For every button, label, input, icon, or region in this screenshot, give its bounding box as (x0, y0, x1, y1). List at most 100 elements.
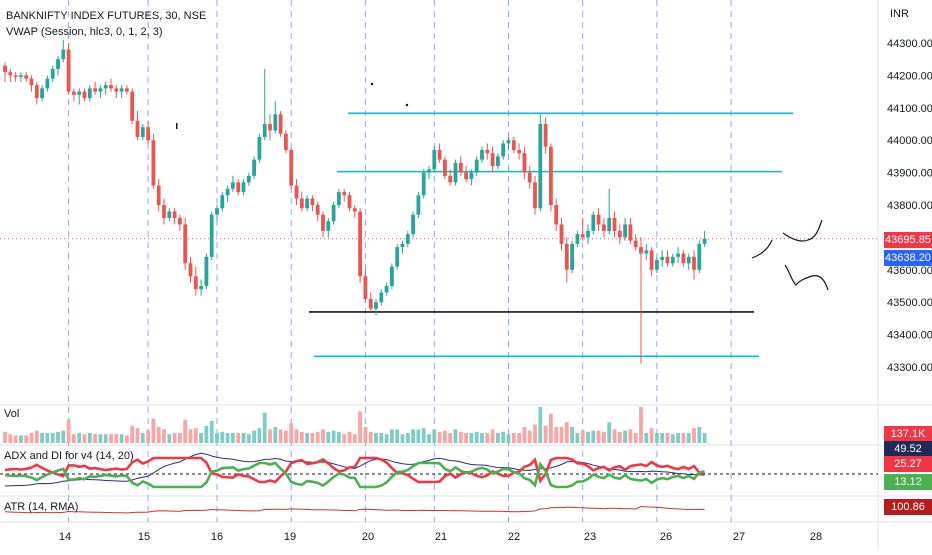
volume-bar (289, 423, 294, 443)
candle-body (278, 114, 283, 134)
volume-bar (347, 431, 352, 443)
volume-bar (236, 433, 241, 443)
volume-bar (130, 425, 135, 443)
candle-body (437, 149, 442, 160)
adx-pane-title[interactable]: ADX and DI for v4 (14, 20) (4, 450, 134, 462)
vwap-price-badge: 43638.20 (884, 250, 932, 266)
time-tick-28: 28 (810, 531, 822, 543)
candle-body (390, 266, 394, 286)
price-axis-labels[interactable]: 44300.00 44200.00 44100.00 44000.00 43900.00… (887, 38, 932, 374)
atr-pane-title[interactable]: ATR (14, RMA) (4, 501, 79, 513)
price-tick: 44100.00 (887, 103, 932, 115)
price-tick: 43400.00 (887, 330, 932, 342)
price-tick: 44200.00 (887, 70, 932, 82)
volume-bar (411, 429, 415, 443)
candle-body (469, 172, 474, 180)
candle-body (199, 286, 203, 290)
volume-bar (162, 429, 166, 443)
volume-bar (384, 434, 389, 443)
volume-bar (623, 430, 627, 443)
candle-body (284, 133, 288, 150)
volume-bar (61, 430, 66, 443)
time-axis-labels[interactable]: 14 15 16 19 20 21 22 23 26 27 28 (59, 531, 822, 543)
time-tick-22: 22 (508, 531, 520, 543)
candle-body (342, 192, 347, 196)
di-minus-line (4, 456, 705, 484)
candle-body (56, 59, 60, 69)
volume-bar (538, 407, 543, 443)
volume-bar (692, 428, 696, 443)
candle-body (416, 195, 421, 215)
volume-bar (114, 434, 119, 443)
candle-body (310, 198, 315, 205)
volume-pane-title[interactable]: Vol (4, 408, 20, 420)
candle-body (697, 243, 702, 270)
candle-body (644, 250, 649, 254)
candle-body (702, 238, 707, 244)
volume-bar (607, 422, 612, 443)
candle-body (633, 240, 638, 248)
volume-bar (697, 427, 702, 443)
candle-body (103, 85, 108, 89)
volume-bar (522, 427, 527, 443)
symbol-title[interactable]: BANKNIFTY INDEX FUTURES, 30, NSE (6, 10, 207, 22)
volume-bar (639, 407, 643, 443)
candle-body (268, 124, 272, 131)
candle-body (172, 211, 177, 218)
volume-value-badge: 137.1K (884, 426, 932, 442)
volume-bar (490, 429, 495, 443)
freehand-drawings[interactable] (176, 82, 829, 291)
volume-bar (326, 431, 331, 443)
volume-bar (310, 433, 315, 443)
vwap-legend[interactable]: VWAP (Session, hlc3, 0, 1, 2, 3) (6, 26, 163, 38)
candle-body (570, 243, 574, 270)
volume-bar (676, 433, 680, 443)
candle-body (98, 88, 103, 92)
horizontal-levels[interactable] (309, 112, 793, 358)
candle-body (374, 302, 378, 309)
candle-body (13, 75, 18, 78)
volume-bar (257, 428, 262, 443)
candle-body (331, 205, 336, 222)
volume-bar (109, 434, 113, 443)
volume-bar (480, 433, 484, 443)
price-tick: 44000.00 (887, 135, 932, 147)
volume-bar (432, 429, 437, 443)
volume-bar (702, 433, 707, 443)
volume-bar (496, 433, 500, 443)
candle-body (686, 256, 691, 264)
candle-body (299, 198, 304, 209)
volume-bar (363, 427, 368, 443)
candle-body (315, 205, 320, 215)
volume-bar (448, 433, 453, 443)
candle-body (289, 149, 294, 186)
drawing-tick (176, 123, 178, 129)
candle-body (146, 127, 150, 141)
candle-body (400, 243, 405, 248)
atr-line (4, 505, 705, 514)
candle-body (363, 276, 368, 299)
volume-bar (13, 435, 18, 443)
time-tick-21: 21 (435, 531, 447, 543)
candle-body (543, 124, 548, 147)
candle-body (681, 253, 686, 264)
volume-bar (543, 425, 548, 443)
candle-body (522, 153, 527, 173)
candle-body (623, 224, 627, 238)
candle-body (337, 192, 341, 205)
candle-body (665, 256, 670, 264)
candle-body (506, 140, 511, 144)
volume-bar (225, 433, 230, 443)
candle-body (87, 88, 92, 99)
candle-body (617, 230, 622, 238)
volume-bar (453, 429, 458, 443)
volume-bar (405, 433, 410, 443)
volume-bar (103, 434, 108, 443)
volume-bar (649, 428, 654, 443)
volume-bar (474, 431, 479, 443)
candle-body (167, 211, 172, 218)
volume-bar (268, 429, 272, 443)
candle-body (474, 159, 479, 173)
candle-body (501, 143, 506, 157)
